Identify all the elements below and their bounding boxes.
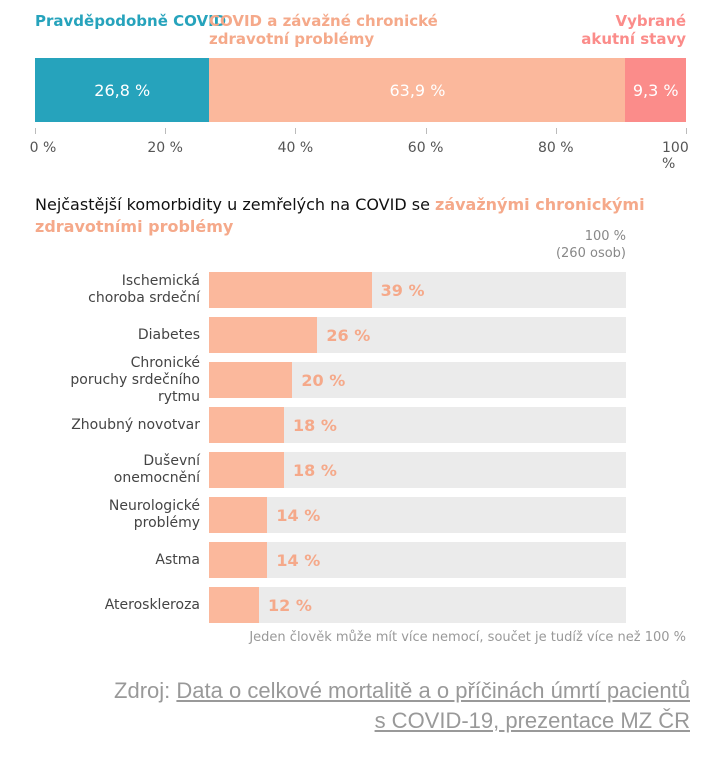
- category-label: Zhoubný novotvar: [71, 416, 200, 433]
- title-highlight: závažnými chronickými zdravotními problé…: [35, 195, 645, 236]
- value-label: 20 %: [301, 370, 346, 390]
- category-label: Neurologické problémy: [108, 498, 200, 531]
- bar: [209, 452, 285, 488]
- bar-background: [209, 587, 626, 623]
- max-label-count: (260 osob): [555, 246, 626, 261]
- footnote: Jeden člověk může mít více nemocí, souče…: [249, 630, 686, 645]
- category-label-chronic: COVID a závažné chronické zdravotní prob…: [209, 12, 438, 48]
- value-label: 18 %: [293, 460, 337, 480]
- bar: [209, 542, 268, 578]
- tick-mark: [35, 128, 36, 134]
- max-label-value: 100 %: [584, 229, 626, 244]
- source: Zdroj: Data o celkové mortalitě a o příč…: [114, 676, 690, 736]
- chart-title: Nejčastější komorbidity u zemřelých na C…: [35, 194, 685, 238]
- category-label: Diabetes: [137, 326, 200, 343]
- tick-label: 40 %: [277, 140, 314, 156]
- bar-background: [209, 542, 626, 578]
- bar: [209, 497, 268, 533]
- stack-segment: 26,8 %: [35, 58, 210, 122]
- tick-label: 100 %: [662, 140, 689, 172]
- tick-mark: [555, 128, 557, 134]
- max-label: 100 % (260 osob): [556, 228, 626, 262]
- stack-segment: 63,9 %: [209, 58, 626, 122]
- value-label: 39 %: [380, 280, 425, 300]
- tick-mark: [425, 128, 427, 134]
- tick-label: 60 %: [407, 140, 444, 156]
- value-label: 14 %: [276, 505, 321, 525]
- category-label: Ateroskleroza: [104, 596, 200, 613]
- title-text: Nejčastější komorbidity u zemřelých na C…: [35, 195, 436, 214]
- tick-mark: [295, 128, 297, 134]
- category-label: Chronické poruchy srdečního rytmu: [70, 354, 200, 405]
- value-label: 12 %: [268, 595, 312, 615]
- category-label-acute: Vybrané akutní stavy: [581, 12, 686, 48]
- bar-background: [209, 497, 626, 533]
- value-label: 14 %: [276, 550, 321, 570]
- tick-mark: [165, 128, 167, 134]
- category-label-covid: Pravděpodobně COVID: [35, 12, 227, 30]
- value-label: 26 %: [326, 325, 371, 345]
- tick-label: 80 %: [538, 140, 574, 156]
- source-link-2[interactable]: s COVID-19, prezentace MZ ČR: [374, 708, 690, 733]
- stack-segment: 9,3 %: [625, 58, 686, 122]
- source-link[interactable]: Data o celkové mortalitě a o příčinách ú…: [176, 678, 690, 703]
- tick-mark: [686, 128, 687, 134]
- source-prefix: Zdroj:: [114, 678, 177, 703]
- category-label: Ischemická choroba srdeční: [88, 273, 200, 306]
- bar: [209, 317, 318, 353]
- category-label: Astma: [155, 551, 200, 568]
- bar: [209, 272, 372, 308]
- tick-label: 20 %: [147, 140, 183, 156]
- value-label: 18 %: [293, 415, 337, 435]
- tick-label: 0 %: [29, 140, 57, 156]
- bar: [209, 362, 293, 398]
- category-label: Duševní onemocnění: [113, 453, 200, 486]
- bar: [209, 407, 285, 443]
- bar: [209, 587, 260, 623]
